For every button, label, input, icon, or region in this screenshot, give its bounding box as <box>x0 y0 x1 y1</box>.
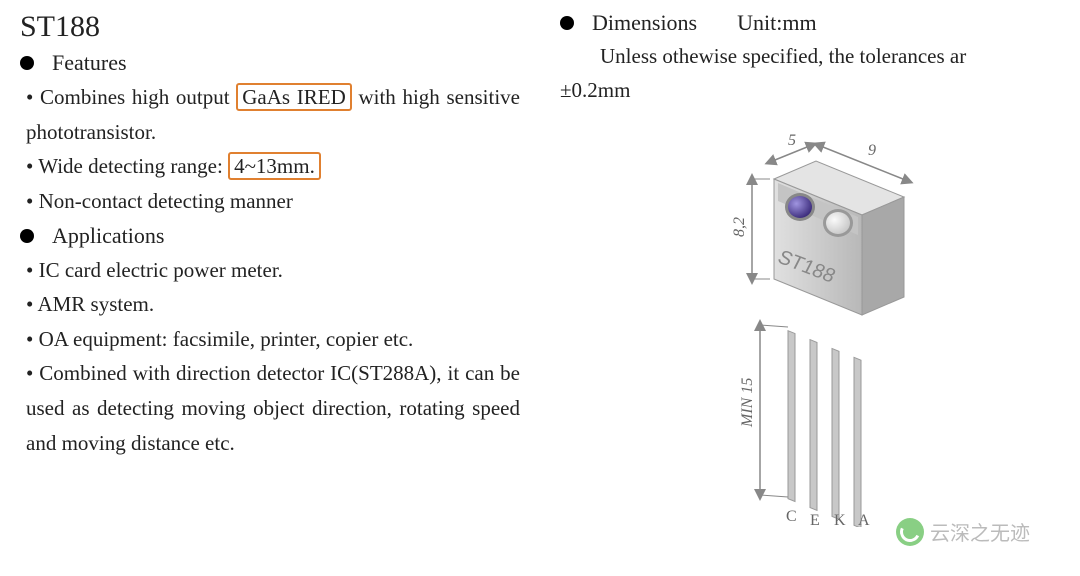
bullet-icon <box>560 16 574 30</box>
dimensions-label: Dimensions <box>592 10 697 36</box>
feature-1-pre: Combines high output <box>40 85 236 109</box>
dim-body-height: 8,2 <box>731 217 748 237</box>
application-3: OA equipment: facsimile, printer, copier… <box>26 322 520 357</box>
applications-heading-text: Applications <box>52 223 164 249</box>
application-4-text: Combined with direction detector IC(ST28… <box>26 361 520 454</box>
feature-3: Non-contact detecting manner <box>26 184 520 219</box>
bullet-icon <box>20 56 34 70</box>
features-heading-text: Features <box>52 50 127 76</box>
bullet-icon <box>20 229 34 243</box>
dimensions-note: Unless othewise specified, the tolerance… <box>600 40 1060 74</box>
dim-depth: 5 <box>788 132 796 149</box>
leads <box>788 331 861 527</box>
application-2: AMR system. <box>26 287 520 322</box>
pin-label-c: C <box>786 508 797 525</box>
dimensions-heading: Dimensions Unit:mm <box>560 10 1060 36</box>
feature-1: • Combines high output GaAs IRED with hi… <box>26 80 520 149</box>
features-heading: Features <box>20 50 520 76</box>
sensor-drawing: 5 9 ST188 <box>560 127 1060 527</box>
applications-heading: Applications <box>20 223 520 249</box>
highlight-gaas-ired: GaAs IRED <box>236 83 352 111</box>
part-number-title: ST188 <box>20 10 520 44</box>
pin-label-e: E <box>810 512 820 527</box>
highlight-range: 4~13mm. <box>228 152 321 180</box>
dimensions-unit: Unit:mm <box>737 10 816 36</box>
dim-lead-length: MIN 15 <box>739 378 756 428</box>
application-1: IC card electric power meter. <box>26 253 520 288</box>
feature-2-pre: Wide detecting range: <box>38 154 228 178</box>
feature-2: • Wide detecting range: 4~13mm. <box>26 149 520 184</box>
dimensions-tolerance: ±0.2mm <box>560 74 1060 108</box>
dim-width: 9 <box>868 142 876 159</box>
application-4: • Combined with direction detector IC(ST… <box>26 356 520 460</box>
pin-label-a: A <box>858 512 870 527</box>
pin-label-k: K <box>834 512 846 527</box>
